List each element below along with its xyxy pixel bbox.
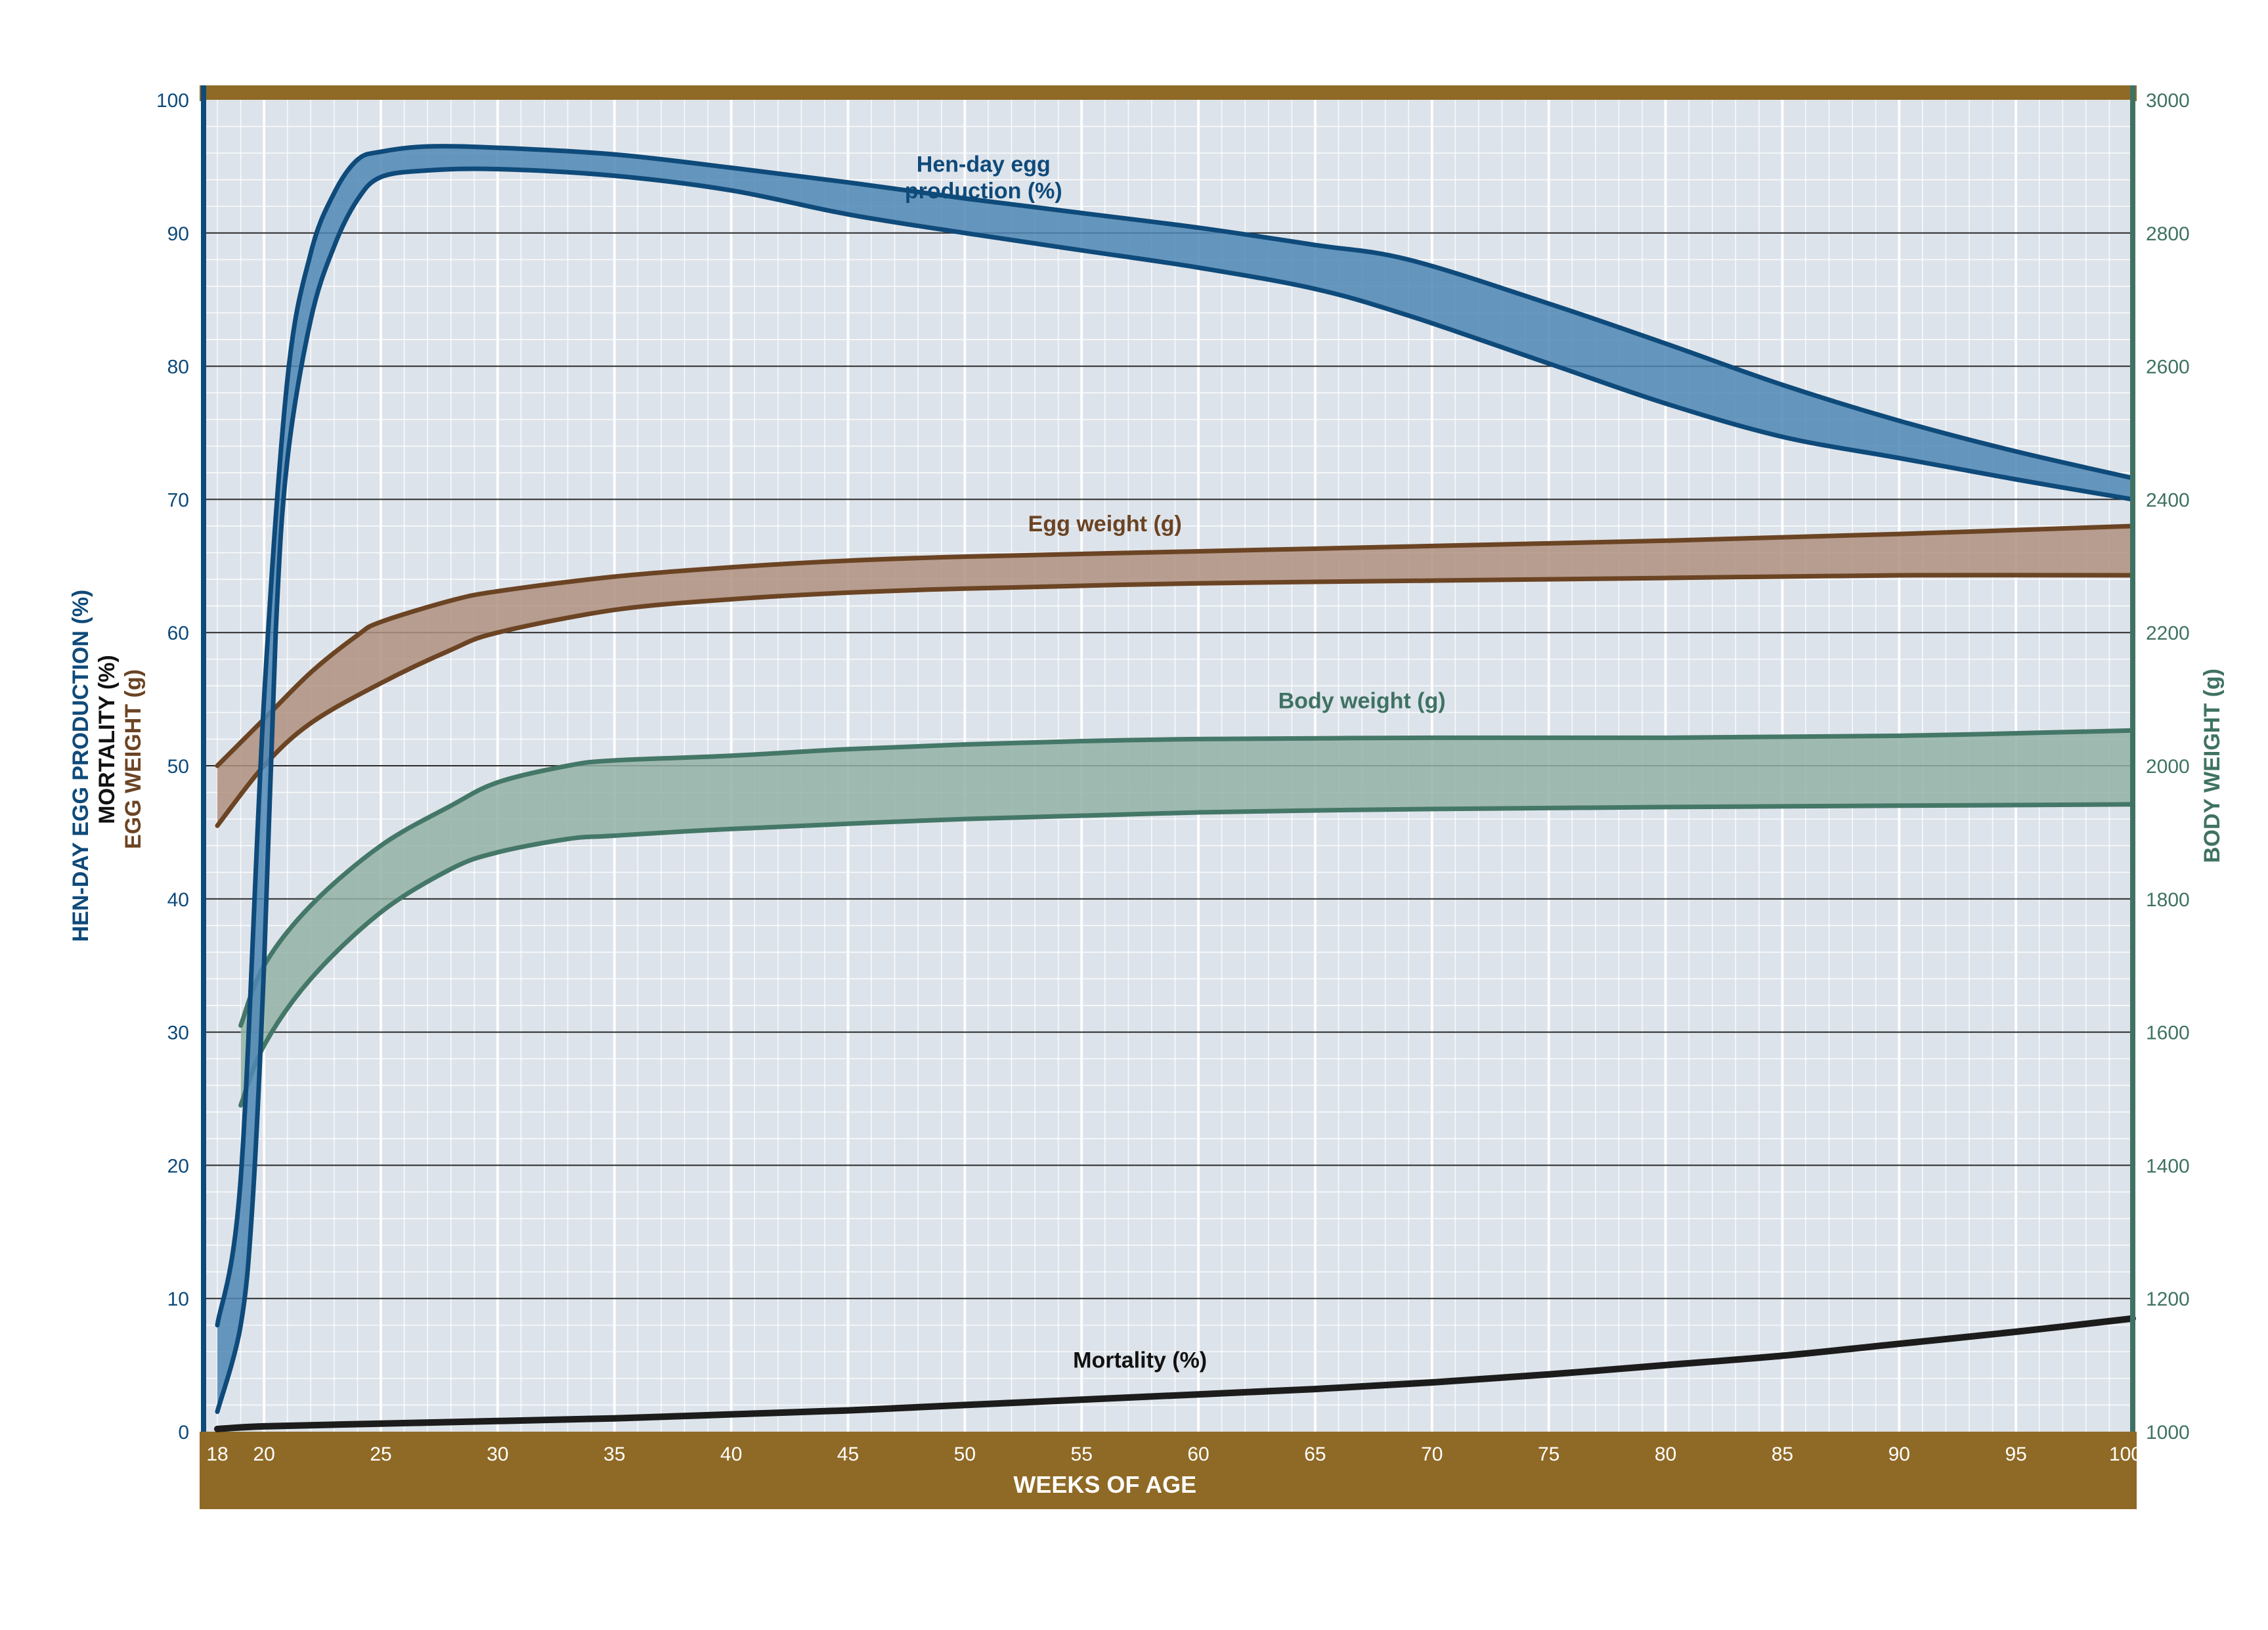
x-tick-label: 18 xyxy=(206,1443,228,1465)
x-tick-label: 55 xyxy=(1071,1443,1093,1465)
left-tick-label: 90 xyxy=(167,223,189,245)
x-tick-label: 65 xyxy=(1304,1443,1326,1465)
series-bands xyxy=(214,144,2136,1432)
x-tick-label: 70 xyxy=(1421,1443,1443,1465)
frame-top-bar xyxy=(200,85,2137,101)
body-weight-label: Body weight (g) xyxy=(1278,689,1446,714)
x-tick-label: 45 xyxy=(837,1443,859,1465)
left-axis-titles: HEN-DAY EGG PRODUCTION (%) MORTALITY (%)… xyxy=(68,590,146,942)
right-tick-label: 1200 xyxy=(2146,1289,2190,1310)
left-tick-labels: 0 10 20 30 40 50 60 70 80 90 100 xyxy=(156,90,189,1443)
left-tick-label: 70 xyxy=(167,489,189,511)
x-tick-label: 20 xyxy=(253,1443,274,1465)
x-tick-label: 80 xyxy=(1655,1443,1676,1465)
right-tick-label: 1000 xyxy=(2146,1422,2190,1443)
x-tick-label: 95 xyxy=(2005,1443,2026,1465)
x-tick-label: 25 xyxy=(370,1443,391,1465)
left-tick-label: 100 xyxy=(156,90,189,112)
right-tick-label: 1400 xyxy=(2146,1155,2190,1177)
egg-weight-lower-line xyxy=(215,573,2135,828)
body-weight-lower-line xyxy=(238,802,2135,1108)
right-tick-label: 2800 xyxy=(2146,223,2190,245)
x-tick-label: 35 xyxy=(603,1443,625,1465)
x-tick-label: 75 xyxy=(1538,1443,1559,1465)
right-tick-label: 3000 xyxy=(2146,90,2190,112)
right-tick-label: 2400 xyxy=(2146,489,2190,511)
x-axis-title: WEEKS OF AGE xyxy=(1013,1471,1196,1498)
x-tick-label: 60 xyxy=(1187,1443,1209,1465)
mortality-line xyxy=(214,1315,2136,1432)
left-tick-label: 40 xyxy=(167,889,189,911)
x-tick-label: 50 xyxy=(954,1443,976,1465)
body-weight-upper-line xyxy=(238,728,2135,1028)
x-tick-label: 90 xyxy=(1888,1443,1910,1465)
left-tick-label: 20 xyxy=(167,1155,189,1177)
left-axis-title-production: HEN-DAY EGG PRODUCTION (%) xyxy=(68,590,93,942)
left-tick-label: 0 xyxy=(178,1422,189,1443)
left-axis-title-mortality: MORTALITY (%) xyxy=(95,655,120,824)
x-tick-labels: 18 20 25 30 35 40 45 50 55 60 65 70 75 80 85 90 95 100 xyxy=(206,1443,2142,1465)
left-tick-label: 50 xyxy=(167,756,189,778)
frame-bottom-bar xyxy=(200,1432,2137,1509)
left-axis-title-egg-weight: EGG WEIGHT (g) xyxy=(121,669,146,849)
x-tick-label: 40 xyxy=(720,1443,742,1465)
egg-weight-upper-line xyxy=(215,523,2135,768)
x-tick-label: 30 xyxy=(487,1443,508,1465)
left-tick-label: 80 xyxy=(167,357,189,378)
production-lower-line xyxy=(215,166,2135,1415)
egg-weight-label: Egg weight (g) xyxy=(1028,512,1182,537)
production-label-line1: Hen-day egg xyxy=(917,152,1051,177)
right-tick-label: 2600 xyxy=(2146,357,2190,378)
x-tick-label: 85 xyxy=(1772,1443,1793,1465)
left-tick-label: 10 xyxy=(167,1289,189,1310)
right-tick-label: 2000 xyxy=(2146,756,2190,778)
right-tick-label: 2200 xyxy=(2146,623,2190,644)
right-tick-label: 1600 xyxy=(2146,1023,2190,1044)
right-tick-labels: 1000 1200 1400 1600 1800 2000 2200 2400 2600 2800… xyxy=(2146,90,2190,1443)
production-label-line2: production (%) xyxy=(905,179,1062,204)
left-tick-label: 30 xyxy=(167,1023,189,1044)
mortality-label: Mortality (%) xyxy=(1073,1348,1207,1373)
x-tick-label: 100 xyxy=(2109,1443,2142,1465)
production-upper-line xyxy=(215,144,2135,1328)
right-tick-label: 1800 xyxy=(2146,889,2190,911)
body-weight-band-fill xyxy=(240,730,2133,1106)
right-axis-title: BODY WEIGHT (g) xyxy=(2200,669,2225,863)
left-tick-label: 60 xyxy=(167,623,189,644)
series-labels: Hen-day egg production (%) Egg weight (g… xyxy=(905,152,1446,1373)
